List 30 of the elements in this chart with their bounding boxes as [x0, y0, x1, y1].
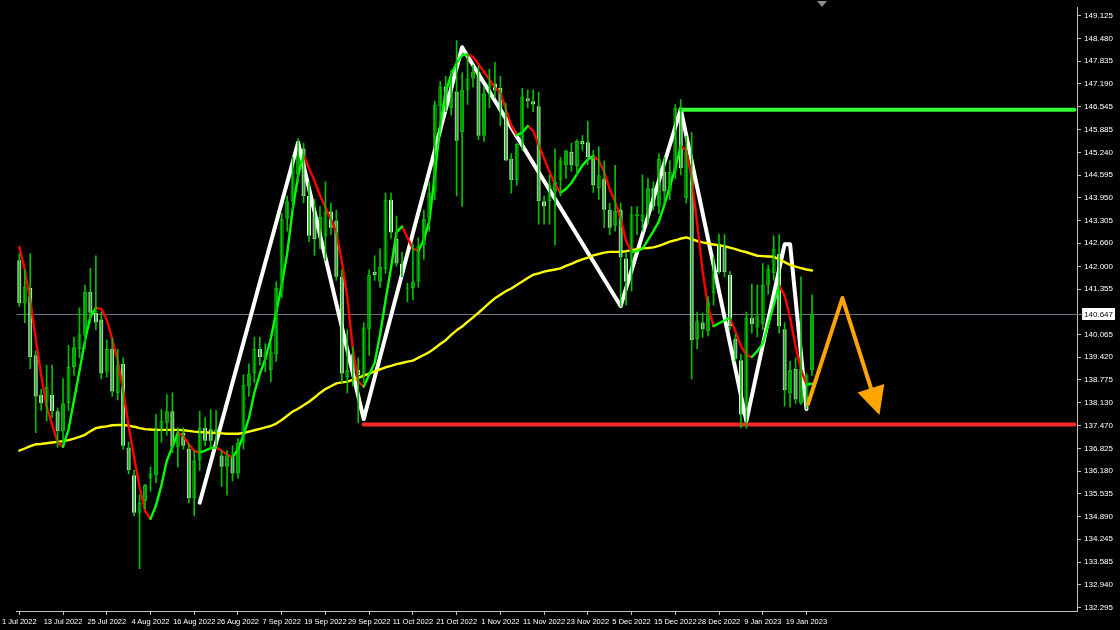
- y-tick-label: 142.000: [1084, 261, 1114, 271]
- y-tick-label: 142.660: [1084, 238, 1114, 248]
- y-tick-label: 146.545: [1084, 101, 1114, 111]
- y-tick-label: 136.180: [1084, 466, 1114, 476]
- y-tick-label: 147.835: [1084, 56, 1114, 66]
- y-tick-label: 145.240: [1084, 147, 1114, 157]
- y-tick-label: 139.420: [1084, 352, 1114, 362]
- y-tick-label: 132.295: [1084, 602, 1114, 612]
- y-tick-label: 134.245: [1084, 534, 1114, 544]
- candlestick: [476, 65, 481, 141]
- ref-line-label: 140.647: [1084, 309, 1114, 319]
- y-tick-label: 138.130: [1084, 397, 1114, 407]
- candlestick: [231, 445, 234, 482]
- candlestick: [723, 234, 726, 278]
- y-tick-label: 134.890: [1084, 511, 1114, 521]
- y-tick-label: 145.885: [1084, 124, 1114, 134]
- y-tick-label: 143.950: [1084, 192, 1114, 202]
- y-tick-label: 135.535: [1084, 488, 1114, 498]
- y-tick-label: 149.125: [1084, 10, 1114, 20]
- y-tick-label: 141.355: [1084, 284, 1114, 294]
- y-tick-label: 140.065: [1084, 329, 1114, 339]
- y-tick-label: 133.585: [1084, 557, 1114, 567]
- y-tick-label: 143.305: [1084, 215, 1114, 225]
- y-tick-label: 137.470: [1084, 420, 1114, 430]
- y-tick-label: 138.775: [1084, 374, 1114, 384]
- y-tick-label: 144.595: [1084, 170, 1114, 180]
- y-tick-label: 148.480: [1084, 33, 1114, 43]
- y-tick-label: 132.940: [1084, 580, 1114, 590]
- y-tick-label: 147.190: [1084, 78, 1114, 88]
- y-tick-label: 136.825: [1084, 443, 1114, 453]
